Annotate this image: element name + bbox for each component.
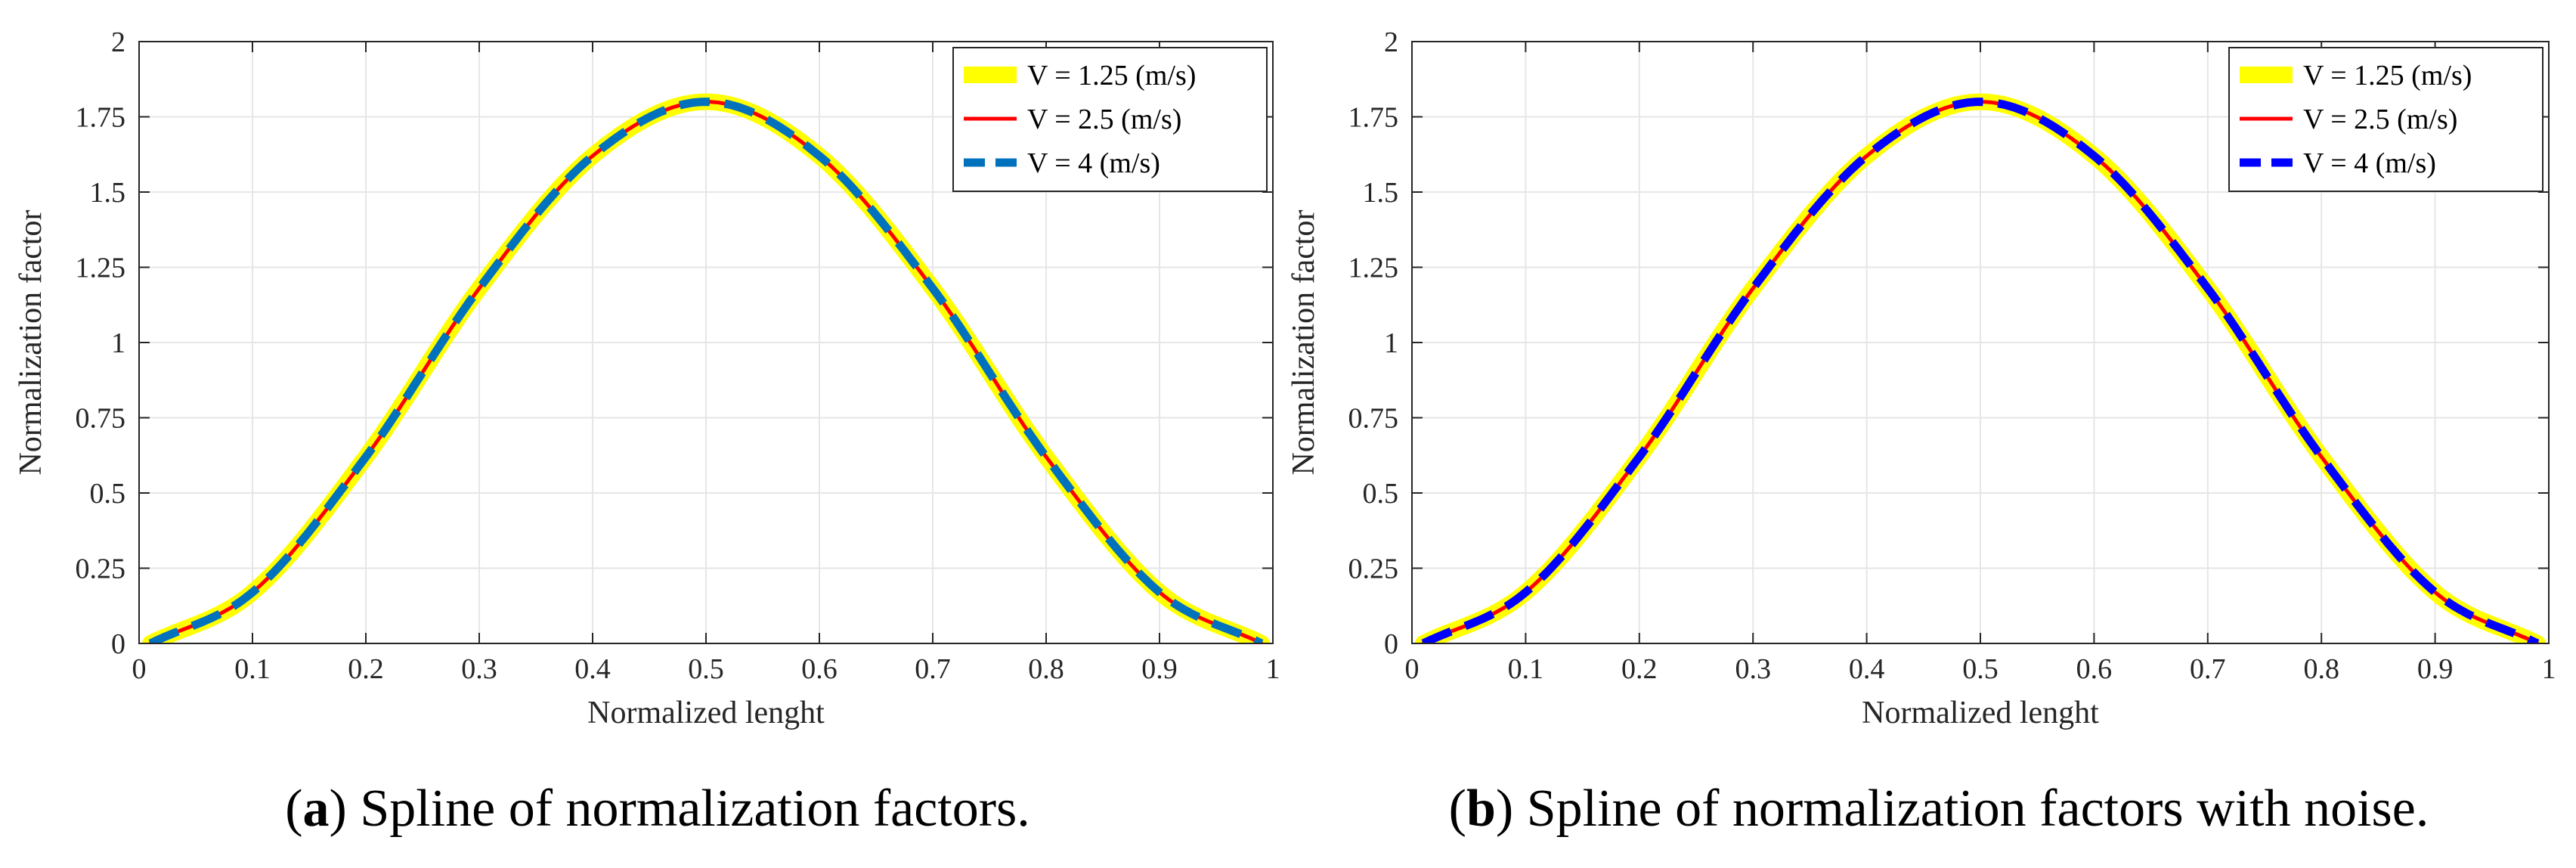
legend-label-0: V = 1.25 (m/s) [2303, 60, 2472, 91]
x-tick-label: 0 [132, 653, 147, 685]
x-axis-label: Normalized lenght [587, 696, 825, 730]
y-tick-label: 1.5 [90, 177, 126, 209]
x-tick-label: 0.1 [1508, 653, 1544, 685]
x-tick-label: 0.3 [1735, 653, 1771, 685]
series-group [142, 93, 1270, 643]
y-tick-label: 1.25 [76, 253, 126, 284]
x-tick-label: 0.8 [1028, 653, 1064, 685]
legend-label-1: V = 2.5 (m/s) [2303, 104, 2457, 135]
caption-b-text: Spline of normalization factors with noi… [1526, 780, 2429, 838]
y-tick-label: 0.5 [90, 478, 126, 510]
x-tick-label: 0.2 [348, 653, 384, 685]
y-axis-label: Normalization factor [14, 209, 48, 475]
x-tick-label: 0.9 [1141, 653, 1178, 685]
y-tick-label: 1 [111, 327, 125, 359]
x-tick-label: 0.6 [2076, 653, 2113, 685]
y-tick-label: 1.5 [1363, 177, 1399, 209]
x-tick-label: 0.2 [1621, 653, 1658, 685]
chart-a: 0 0.1 0.2 0.3 0.4 0.5 0.6 0.7 0.8 0.9 1 0 0.25 0.5 0.7… [14, 26, 1280, 730]
x-tick-label: 0.9 [2417, 653, 2454, 685]
x-tick-label: 0.8 [2303, 653, 2339, 685]
y-tick-label: 0.25 [76, 553, 126, 585]
legend: V = 1.25 (m/s) V = 2.5 (m/s) V = 4 (m/s) [952, 47, 1268, 192]
y-tick-label: 0.25 [1348, 553, 1399, 585]
series-line-2 [148, 98, 1264, 643]
legend: V = 1.25 (m/s) V = 2.5 (m/s) V = 4 (m/s) [2228, 47, 2543, 192]
caption-a-text: Spline of normalization factors. [360, 780, 1030, 838]
x-tick-label: 0.6 [801, 653, 838, 685]
y-tick-label: 1.75 [76, 102, 126, 134]
y-tick-label: 1.75 [1348, 102, 1399, 134]
caption-a: (a) Spline of normalization factors. [285, 780, 1030, 838]
y-tick-label: 2 [1384, 26, 1398, 58]
legend-label-2: V = 4 (m/s) [2303, 147, 2436, 179]
chart-b: 0 0.1 0.2 0.3 0.4 0.5 0.6 0.7 0.8 0.9 1 0 0.25 0.5 0.7… [1286, 26, 2556, 730]
caption-b: (b) Spline of normalization factors with… [1448, 780, 2429, 838]
y-tick-label: 1 [1384, 327, 1398, 359]
x-tick-label: 0.1 [234, 653, 271, 685]
y-tick-label: 1.25 [1348, 253, 1399, 284]
legend-label-1: V = 2.5 (m/s) [1027, 104, 1181, 135]
x-tick-label: 1 [2542, 653, 2556, 685]
y-tick-label: 0 [1384, 628, 1398, 660]
caption-a-label: a [302, 780, 330, 838]
x-tick-label: 0.5 [688, 653, 724, 685]
x-tick-label: 0.7 [915, 653, 951, 685]
y-tick-label: 0.75 [1348, 403, 1399, 435]
x-tick-label: 0.4 [1849, 653, 1885, 685]
legend-label-2: V = 4 (m/s) [1027, 147, 1160, 179]
x-tick-label: 1 [1266, 653, 1280, 685]
series-group [1415, 93, 2546, 643]
series-line-2 [1421, 98, 2540, 643]
x-tick-label: 0.3 [461, 653, 497, 685]
x-tick-label: 0.5 [1962, 653, 1999, 685]
y-tick-label: 0 [111, 628, 125, 660]
legend-label-0: V = 1.25 (m/s) [1027, 60, 1196, 91]
x-axis-label: Normalized lenght [1862, 696, 2099, 730]
y-axis-label: Normalization factor [1286, 209, 1321, 475]
x-tick-label: 0 [1405, 653, 1420, 685]
y-tick-label: 0.5 [1363, 478, 1399, 510]
x-tick-label: 0.7 [2190, 653, 2226, 685]
y-tick-label: 2 [111, 26, 125, 58]
y-tick-label: 0.75 [76, 403, 126, 435]
x-tick-label: 0.4 [574, 653, 611, 685]
caption-b-label: b [1466, 780, 1496, 838]
